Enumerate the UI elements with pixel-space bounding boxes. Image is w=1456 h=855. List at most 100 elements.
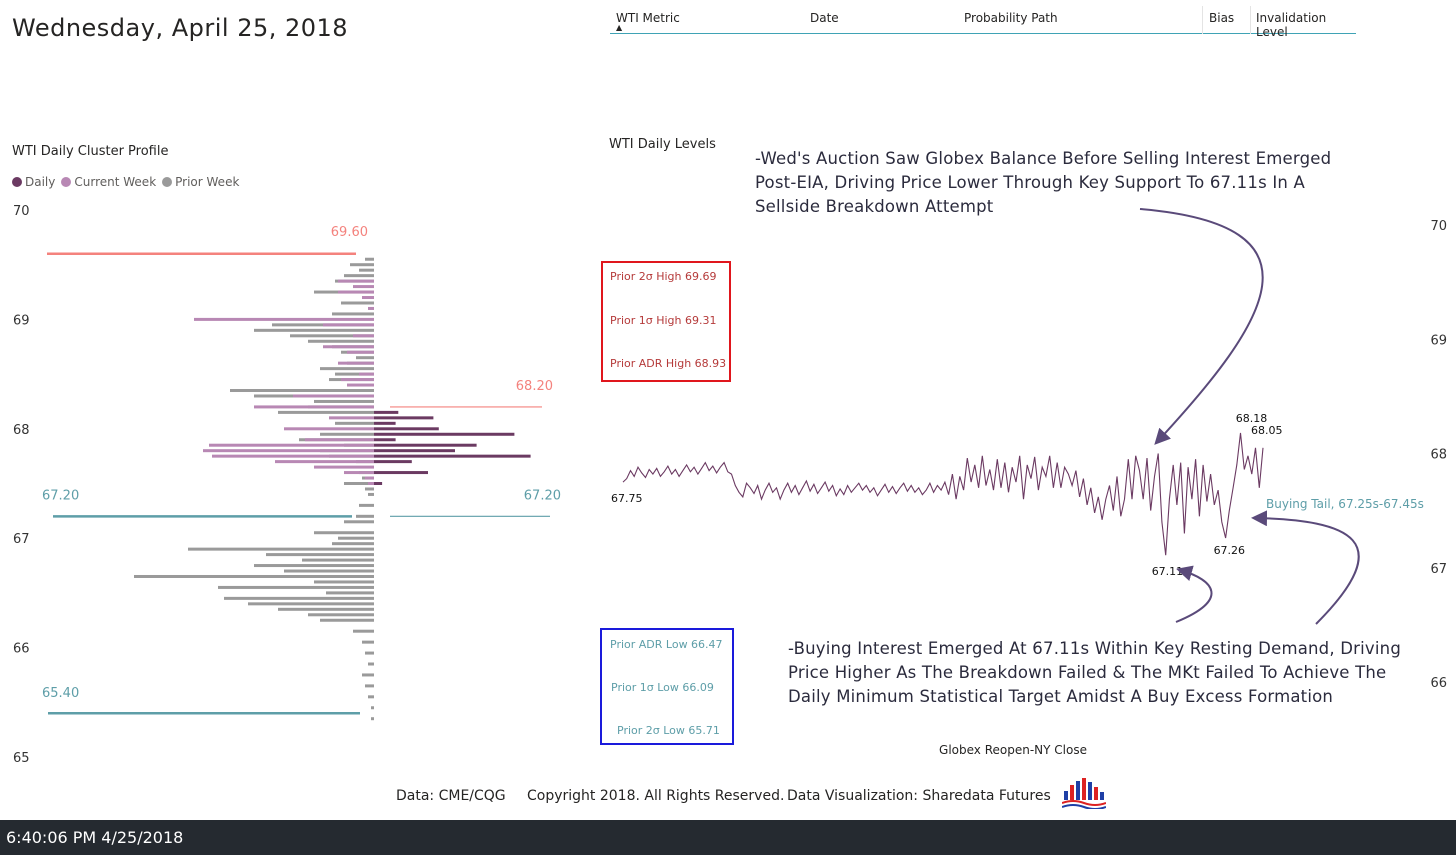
bar-current-week (323, 345, 374, 349)
bar-current-week (284, 427, 374, 431)
bar-prior-week (278, 607, 374, 611)
bar-prior-week (314, 399, 374, 403)
bar-current-week (212, 454, 374, 458)
bar-current-week (323, 323, 374, 327)
annotation-top: -Wed's Auction Saw Globex Balance Before… (755, 149, 1332, 216)
bar-daily (374, 460, 412, 464)
bar-prior-week (368, 695, 374, 699)
prior-high-levels-box: Prior 2σ High 69.69 Prior 1σ High 69.31 … (601, 261, 731, 382)
footer-source: Data: CME/CQG (396, 788, 506, 804)
bar-prior-week (368, 662, 374, 666)
y-tick-label: 68 (13, 423, 30, 438)
bar-prior-week (362, 640, 374, 644)
bar-daily (374, 443, 477, 447)
bar-prior-week (350, 263, 374, 267)
legend-label: Prior Week (175, 175, 240, 189)
arrow-to-sellside (1139, 208, 1264, 445)
bar-prior-week (338, 536, 374, 540)
level-prior-adr-low: Prior ADR Low 66.47 (610, 638, 723, 651)
sort-ascending-icon[interactable]: ▲ (616, 23, 623, 32)
column-header-date[interactable]: Date (810, 11, 839, 25)
bar-prior-week (218, 585, 374, 589)
level-prior-adr-high: Prior ADR High 68.93 (610, 357, 727, 370)
annotation-bottom: -Buying Interest Emerged At 67.11s Withi… (788, 639, 1401, 706)
sharedata-logo-icon (1062, 778, 1106, 809)
legend-label: Daily (25, 175, 56, 189)
legend-item-prior-week[interactable]: Prior Week (162, 175, 239, 189)
bar-prior-week (188, 547, 374, 551)
y-tick-label: 68 (1430, 448, 1447, 463)
bar-current-week (338, 361, 374, 365)
bar-prior-week (356, 514, 374, 518)
bar-prior-week (230, 389, 374, 393)
column-header-wti-metric[interactable]: WTI Metric (616, 11, 680, 25)
data-label: 67.75 (611, 492, 643, 505)
column-header-bias[interactable]: Bias (1209, 11, 1235, 25)
bar-prior-week (248, 602, 374, 606)
y-tick-label: 66 (1430, 676, 1447, 691)
footer-credit: Data Visualization: Sharedata Futures (787, 788, 1051, 804)
y-tick-label: 70 (13, 204, 30, 219)
page-title: Wednesday, April 25, 2018 (12, 14, 349, 42)
bar-current-week (359, 372, 374, 376)
reference-line-label: 67.20 (524, 488, 561, 503)
legend-item-current-week[interactable]: Current Week (61, 175, 156, 189)
column-header-probability-path[interactable]: Probability Path (964, 11, 1058, 25)
table-header: WTI Metric ▲ Date Probability Path Bias … (610, 6, 1356, 39)
bar-prior-week (368, 492, 374, 496)
bar-prior-week (365, 651, 374, 655)
bar-prior-week (302, 558, 374, 562)
bar-daily (374, 410, 399, 414)
column-divider[interactable] (1250, 6, 1251, 34)
y-tick-label: 69 (13, 313, 30, 328)
reference-line-label: 69.60 (331, 225, 368, 240)
bar-prior-week (344, 482, 374, 485)
y-tick-label: 65 (13, 751, 30, 766)
cluster-profile-chart: 70 69 68 67 66 65 69.60 68.20 67.20 67.20 65.40 (13, 204, 561, 766)
bar-prior-week (254, 564, 374, 568)
bar-current-week (365, 476, 374, 480)
bar-current-week (347, 383, 374, 387)
prior-low-levels-box: Prior ADR Low 66.47 Prior 1σ Low 66.09 P… (600, 628, 734, 745)
bar-current-week (341, 378, 374, 382)
level-prior-1sigma-low: Prior 1σ Low 66.09 (611, 681, 714, 694)
status-timestamp: 6:40:06 PM 4/25/2018 (6, 828, 184, 847)
status-bar: 6:40:06 PM 4/25/2018 (0, 820, 1456, 855)
bar-prior-week (371, 717, 374, 721)
bar-prior-week (335, 421, 374, 425)
bar-prior-week (254, 328, 374, 332)
legend-dot-icon (12, 177, 22, 187)
y-tick-label: 67 (13, 532, 30, 547)
bar-prior-week (320, 432, 374, 436)
cluster-profile-title: WTI Daily Cluster Profile (12, 144, 169, 159)
data-label: 67.11 (1152, 565, 1184, 578)
chart-legend: Daily Current Week Prior Week (12, 175, 245, 189)
y-tick-label: 67 (1430, 562, 1447, 577)
bar-prior-week (332, 312, 374, 316)
bar-prior-week (290, 334, 374, 338)
footer-copyright: Copyright 2018. All Rights Reserved. (527, 788, 785, 804)
bar-daily (374, 421, 396, 425)
data-label: 68.05 (1251, 424, 1283, 437)
bar-prior-week (320, 367, 374, 371)
bar-daily (374, 438, 396, 442)
bar-current-week (275, 460, 374, 464)
bar-prior-week (359, 503, 374, 507)
bar-prior-week (308, 613, 374, 617)
bar-prior-week (356, 356, 374, 360)
legend-label: Current Week (74, 175, 157, 189)
bar-prior-week (320, 618, 374, 622)
bar-prior-week (134, 574, 374, 578)
bar-current-week (314, 465, 374, 469)
level-prior-1sigma-high: Prior 1σ High 69.31 (610, 314, 717, 327)
bar-prior-week (326, 591, 374, 595)
bar-prior-week (341, 301, 374, 305)
y-tick-label: 66 (13, 642, 30, 657)
bar-prior-week (266, 553, 374, 557)
bar-current-week (203, 449, 374, 453)
legend-item-daily[interactable]: Daily (12, 175, 55, 189)
bar-prior-week (278, 410, 374, 414)
column-divider[interactable] (1202, 6, 1203, 34)
column-header-invalidation-level[interactable]: Invalidation Level (1256, 11, 1327, 39)
